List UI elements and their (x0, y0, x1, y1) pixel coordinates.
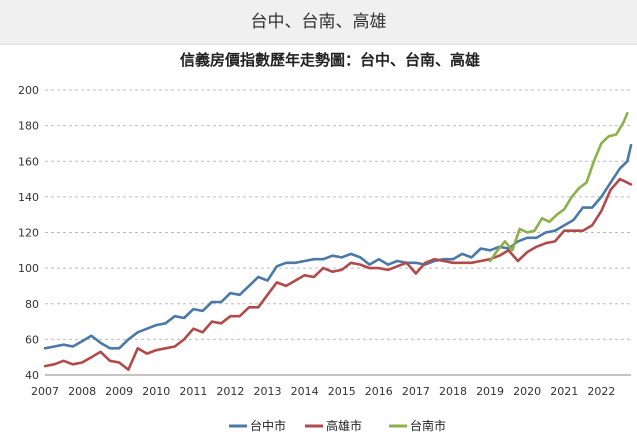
x-tick-label: 2021 (550, 385, 578, 398)
y-tick-label: 120 (18, 227, 39, 240)
x-tick-label: 2013 (254, 385, 282, 398)
line-chart: 信義房價指數歷年走勢圖：台中、台南、高雄 40 60 80 100 120 140 160 1… (18, 51, 633, 433)
x-tick-label: 2007 (31, 385, 59, 398)
x-tick-label: 2020 (513, 385, 541, 398)
x-tick-label: 2010 (142, 385, 170, 398)
y-tick-label: 40 (25, 369, 39, 382)
chart-legend: 台中市 高雄市 台南市 (229, 418, 446, 433)
legend-label-0: 台中市 (250, 418, 286, 433)
chart-title: 信義房價指數歷年走勢圖：台中、台南、高雄 (180, 51, 480, 69)
x-tick-label: 2008 (68, 385, 96, 398)
x-tick-label: 2016 (365, 385, 393, 398)
y-tick-label: 180 (18, 120, 39, 133)
y-tick-label: 100 (18, 262, 39, 275)
y-tick-label: 80 (25, 298, 39, 311)
legend-label-2: 台南市 (410, 418, 446, 433)
legend-label-1: 高雄市 (326, 418, 362, 433)
series-line-0 (43, 143, 633, 350)
x-tick-label: 2018 (439, 385, 467, 398)
x-tick-label: 2022 (587, 385, 615, 398)
grid-layer (45, 89, 631, 376)
y-tick-label: 140 (18, 191, 39, 204)
x-tick-label: 2017 (402, 385, 430, 398)
page-header-title: 台中、台南、高雄 (250, 12, 387, 32)
x-tick-label: 2012 (216, 385, 244, 398)
y-tick-label: 160 (18, 155, 39, 168)
series-layer (43, 111, 633, 372)
series-line-1 (43, 177, 633, 372)
x-tick-label: 2014 (291, 385, 319, 398)
series-line-2 (488, 111, 629, 263)
x-tick-label: 2019 (476, 385, 504, 398)
axis-layer: 40 60 80 100 120 140 160 180 200 2007 2008 2009 2010… (18, 84, 631, 398)
y-tick-label: 60 (25, 333, 39, 346)
page-header: 台中、台南、高雄 (0, 0, 637, 45)
x-tick-label: 2009 (105, 385, 133, 398)
y-tick-label: 200 (18, 84, 39, 97)
x-tick-label: 2015 (328, 385, 356, 398)
x-tick-label: 2011 (179, 385, 207, 398)
